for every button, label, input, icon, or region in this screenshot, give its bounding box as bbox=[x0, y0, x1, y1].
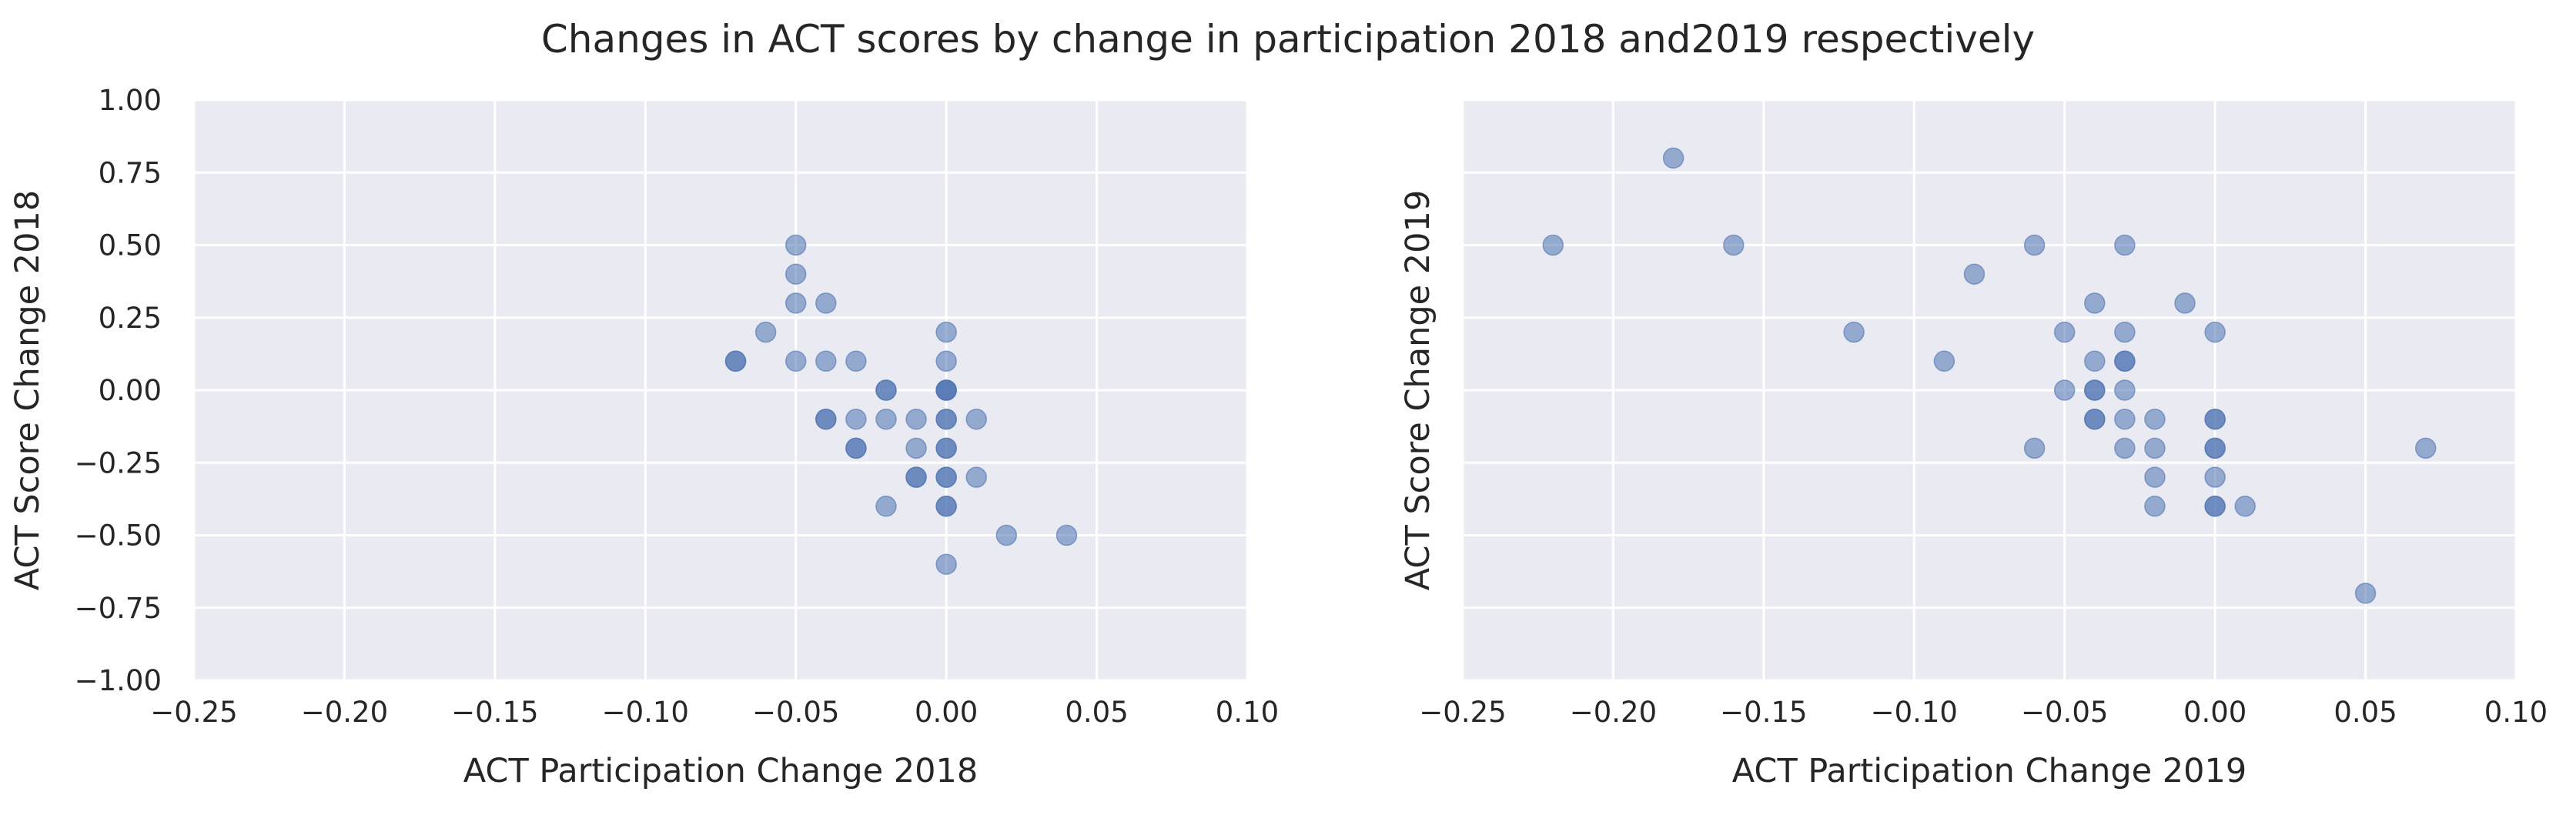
chart-1-point bbox=[2114, 321, 2136, 343]
chart-1-point bbox=[2023, 234, 2046, 256]
chart-0-point bbox=[724, 350, 747, 372]
chart-1-point bbox=[1662, 147, 1684, 169]
chart-0-y-tick-label: 0.75 bbox=[99, 156, 162, 189]
chart-1-point bbox=[2204, 408, 2226, 430]
chart-1-point bbox=[2414, 437, 2437, 459]
chart-1-x-tick-label: −0.10 bbox=[1871, 696, 1958, 729]
chart-0-point bbox=[905, 437, 927, 459]
chart-1-point bbox=[2174, 292, 2196, 314]
chart-1-point bbox=[2084, 379, 2106, 401]
chart-1-point bbox=[2084, 350, 2106, 372]
chart-0-point bbox=[935, 553, 957, 575]
chart-1-point bbox=[1963, 263, 1986, 285]
chart-0-point bbox=[935, 350, 957, 372]
chart-0-point bbox=[815, 292, 837, 314]
chart-0-y-tick-label: 1.00 bbox=[99, 84, 162, 117]
chart-1-x-tick-label: 0.00 bbox=[2183, 696, 2246, 729]
chart-0-x-tick-label: −0.05 bbox=[752, 696, 839, 729]
scatter-panel-2019: −0.25 −0.20 −0.15 −0.10 −0.05 0.00 0.05 0.10 ACT… bbox=[1399, 99, 2548, 790]
chart-0-point bbox=[935, 437, 957, 459]
chart-0-y-tick-label: 0.25 bbox=[99, 302, 162, 335]
chart-0-x-tick-label: −0.20 bbox=[301, 696, 388, 729]
chart-1-point bbox=[1933, 350, 1955, 372]
chart-0-point bbox=[785, 350, 807, 372]
chart-0-x-tick-label: 0.10 bbox=[1216, 696, 1279, 729]
chart-1-point bbox=[2144, 496, 2166, 517]
chart-1-point bbox=[2144, 408, 2166, 430]
chart-1-point bbox=[2204, 437, 2226, 459]
chart-0-x-tick-label: −0.10 bbox=[602, 696, 689, 729]
chart-0-x-tick-label: −0.15 bbox=[451, 696, 538, 729]
chart-0-x-tick-label: 0.05 bbox=[1065, 696, 1128, 729]
chart-1-point bbox=[2204, 466, 2226, 488]
chart-0-y-tick-label: −1.00 bbox=[75, 664, 162, 697]
chart-0-point bbox=[1055, 524, 1078, 546]
chart-1-point bbox=[2023, 437, 2046, 459]
chart-1-point bbox=[2053, 379, 2076, 401]
chart-0-point bbox=[785, 263, 807, 285]
chart-1-y-axis-label: ACT Score Change 2019 bbox=[1399, 190, 1437, 590]
chart-0-y-axis-label: ACT Score Change 2018 bbox=[8, 190, 47, 590]
chart-1-point bbox=[1843, 321, 1865, 343]
chart-0-point bbox=[875, 496, 897, 517]
chart-0-point bbox=[995, 524, 1018, 546]
figure-title: Changes in ACT scores by change in parti… bbox=[541, 17, 2035, 62]
chart-1-point bbox=[2114, 234, 2136, 256]
chart-0-y-tick-label: −0.50 bbox=[75, 519, 162, 553]
chart-1-x-tick-label: 0.05 bbox=[2333, 696, 2397, 729]
chart-0-point bbox=[935, 496, 957, 517]
chart-0-point bbox=[845, 350, 867, 372]
chart-0-y-tick-label: −0.75 bbox=[75, 592, 162, 625]
chart-0-point bbox=[754, 321, 777, 343]
chart-0-y-tick-label: 0.00 bbox=[99, 374, 162, 407]
chart-0-point bbox=[905, 408, 927, 430]
chart-0-point bbox=[845, 408, 867, 430]
chart-1-point bbox=[2114, 437, 2136, 459]
chart-0-y-tick-label: 0.50 bbox=[99, 229, 162, 262]
chart-1-point bbox=[2084, 292, 2106, 314]
scatter-panel-2018: −0.25 −0.20 −0.15 −0.10 −0.05 0.00 0.05 0.10 −1.… bbox=[8, 84, 1279, 790]
chart-0-y-tick-label: −0.25 bbox=[75, 446, 162, 479]
chart-0-point bbox=[815, 408, 837, 430]
chart-1-point bbox=[2114, 408, 2136, 430]
chart-1-point bbox=[2084, 408, 2106, 430]
chart-0-point bbox=[935, 321, 957, 343]
chart-0-point bbox=[965, 466, 987, 488]
chart-1-point bbox=[2204, 496, 2226, 517]
chart-1-point bbox=[2204, 321, 2226, 343]
chart-0-point bbox=[935, 379, 957, 401]
chart-1-point bbox=[2053, 321, 2076, 343]
chart-1-point bbox=[2114, 350, 2136, 372]
chart-0-point bbox=[785, 292, 807, 314]
chart-1-point bbox=[2354, 583, 2377, 604]
chart-1-point bbox=[2144, 466, 2166, 488]
chart-0-point bbox=[935, 408, 957, 430]
chart-1-x-tick-label: −0.25 bbox=[1419, 696, 1506, 729]
chart-0-point bbox=[845, 437, 867, 459]
chart-1-point bbox=[2234, 496, 2256, 517]
chart-1-x-axis-label: ACT Participation Change 2019 bbox=[1732, 752, 2246, 790]
chart-0-point bbox=[935, 466, 957, 488]
chart-0-point bbox=[815, 350, 837, 372]
chart-0-point bbox=[875, 408, 897, 430]
chart-1-point bbox=[2114, 379, 2136, 401]
chart-1-point bbox=[2144, 437, 2166, 459]
chart-0-x-tick-label: 0.00 bbox=[915, 696, 978, 729]
chart-1-x-tick-label: −0.20 bbox=[1570, 696, 1657, 729]
chart-0-point bbox=[965, 408, 987, 430]
chart-1-x-tick-label: 0.10 bbox=[2484, 696, 2548, 729]
chart-0-x-tick-label: −0.25 bbox=[150, 696, 237, 729]
chart-1-point bbox=[1723, 234, 1745, 256]
chart-1-point bbox=[1542, 234, 1564, 256]
chart-1-x-tick-label: −0.15 bbox=[1720, 696, 1807, 729]
chart-0-point bbox=[905, 466, 927, 488]
chart-0-x-axis-label: ACT Participation Change 2018 bbox=[463, 752, 978, 790]
chart-1-x-tick-label: −0.05 bbox=[2021, 696, 2108, 729]
chart-0-point bbox=[785, 234, 807, 256]
chart-0-point bbox=[875, 379, 897, 401]
